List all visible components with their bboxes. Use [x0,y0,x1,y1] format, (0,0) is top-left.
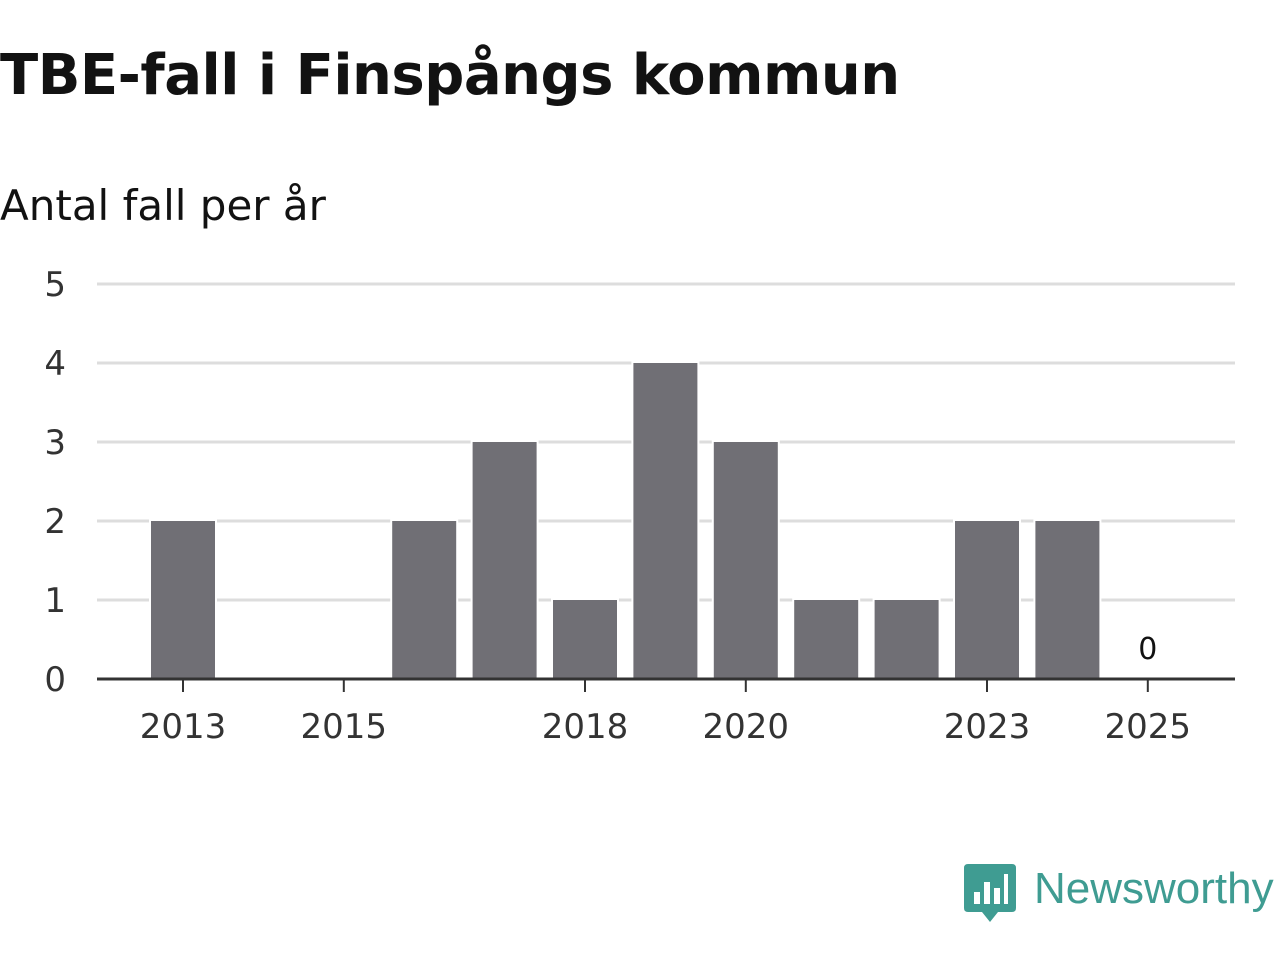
annotations: 0 [1138,632,1157,667]
y-tick-label-2: 2 [44,502,66,542]
brand-name: Newsworthy [1034,864,1274,913]
chart-subtitle: Antal fall per år [0,181,326,230]
y-tick-label-4: 4 [44,344,66,384]
x-axis-ticks: 2013 2015 2018 2020 2023 2025 [140,679,1191,747]
y-tick-label-1: 1 [44,581,66,621]
bar-2016 [390,519,459,681]
y-tick-label-3: 3 [44,423,66,463]
y-tick-label-5: 5 [44,265,66,305]
bar-2023 [953,519,1021,681]
y-axis-ticks: 0 1 2 3 4 5 [44,265,66,700]
x-tick-label-2013: 2013 [140,707,227,747]
y-tick-label-0: 0 [44,660,66,700]
bar-2024 [1033,519,1102,681]
bar-chart: 0 1 2 3 4 5 2013 2015 2018 2020 2023 2025 0 [44,265,1235,747]
x-tick-label-2018: 2018 [542,707,629,747]
data-label-2025: 0 [1138,632,1157,667]
x-tick-label-2020: 2020 [703,707,790,747]
bar-2018 [551,598,619,681]
x-tick-label-2015: 2015 [301,707,388,747]
chart-title: TBE-fall i Finspångs kommun [0,43,900,108]
bars [149,361,1102,681]
bar-2022 [872,598,941,681]
bar-2020 [711,440,780,681]
bar-2021 [792,598,861,681]
bar-2017 [470,440,539,681]
bar-2013 [149,519,217,681]
newsworthy-logo-icon [964,864,1016,922]
x-tick-label-2025: 2025 [1105,707,1192,747]
x-tick-label-2023: 2023 [944,707,1031,747]
newsworthy-brand: Newsworthy [964,864,1274,928]
bar-2019 [631,361,700,681]
